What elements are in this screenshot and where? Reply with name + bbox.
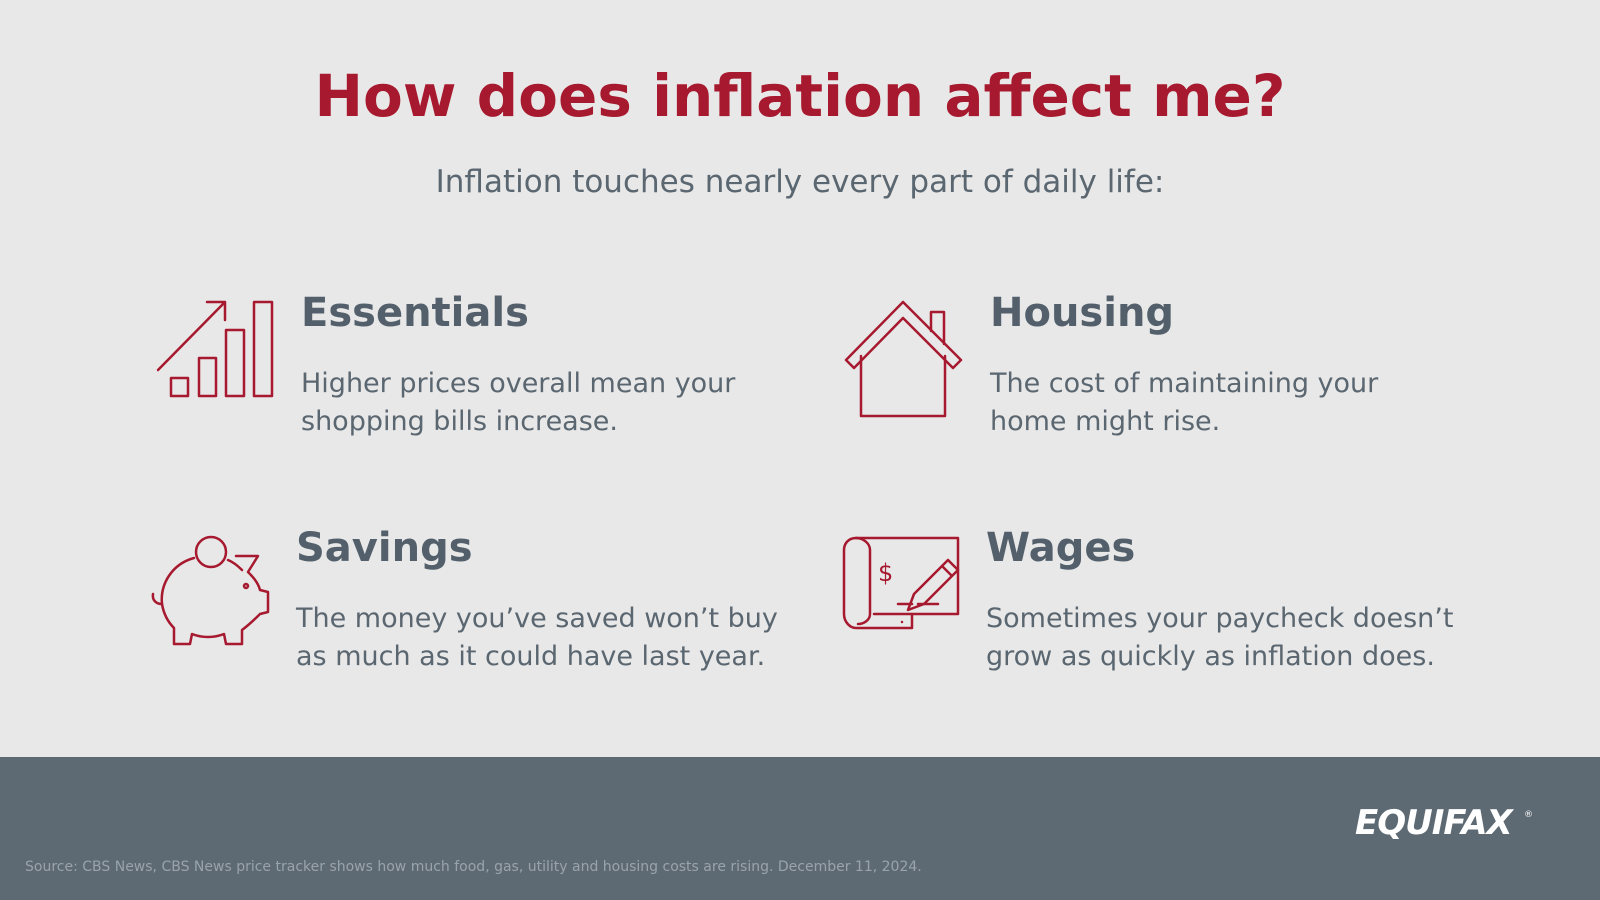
paycheck-icon: $ xyxy=(842,536,960,630)
item-text: shopping bills increase. xyxy=(301,406,618,437)
item-title: Wages xyxy=(986,525,1136,571)
chart-icon xyxy=(156,300,274,398)
item-text: Higher prices overall mean your xyxy=(301,368,736,399)
piggy-bank-icon xyxy=(151,535,270,646)
logo: EQUIFAX xyxy=(1355,803,1513,843)
house-icon xyxy=(844,300,963,418)
subtitle: Inflation touches nearly every part of d… xyxy=(435,164,1165,200)
source-note: Source: CBS News, CBS News price tracker… xyxy=(25,859,922,875)
item-title: Savings xyxy=(296,525,473,571)
item-text: The cost of maintaining your xyxy=(990,368,1379,399)
item-text: grow as quickly as inflation does. xyxy=(986,641,1435,672)
footer-band xyxy=(0,757,1600,900)
title: How does inflation affect me? xyxy=(314,62,1286,130)
item-title: Essentials xyxy=(301,290,529,336)
svg-text:$: $ xyxy=(878,559,893,587)
item-title: Housing xyxy=(990,290,1175,336)
item-text: The money you’ve saved won’t buy xyxy=(296,603,778,634)
item-text: home might rise. xyxy=(990,406,1221,437)
item-text: Sometimes your paycheck doesn’t xyxy=(986,603,1454,634)
logo-mark: ® xyxy=(1524,810,1533,820)
item-text: as much as it could have last year. xyxy=(296,641,766,672)
